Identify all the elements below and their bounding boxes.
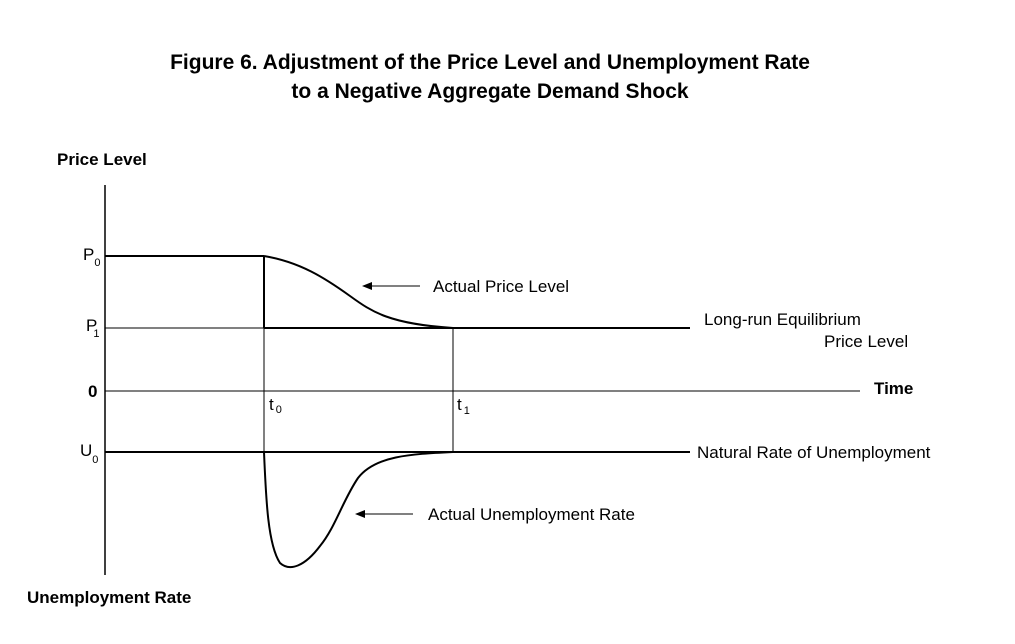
title-line-1: Figure 6. Adjustment of the Price Level … [170, 51, 810, 74]
actual-unemployment-label: Actual Unemployment Rate [428, 505, 635, 524]
price-level-arrowhead [362, 282, 372, 290]
long-run-equilibrium-label-line-1: Long-run Equilibrium [704, 310, 861, 329]
figure-title: Figure 6. Adjustment of the Price Level … [0, 48, 980, 106]
actual-unemployment-curve [263, 451, 454, 568]
unemployment-rate-axis-label: Unemployment Rate [27, 588, 191, 607]
title-line-2: to a Negative Aggregate Demand Shock [291, 80, 689, 103]
p1-tick-label: P1 [86, 316, 99, 340]
u0-tick-label: U0 [80, 441, 98, 466]
actual-price-level-curve [263, 255, 454, 329]
time-axis-label: Time [874, 379, 913, 398]
p0-tick-label: P0 [83, 245, 100, 269]
zero-label: 0 [88, 382, 97, 401]
actual-price-level-label: Actual Price Level [433, 277, 569, 296]
unemployment-arrowhead [355, 510, 365, 518]
natural-rate-label: Natural Rate of Unemployment [697, 443, 931, 462]
price-level-axis-label: Price Level [57, 150, 147, 169]
long-run-equilibrium-label-line-2: Price Level [824, 332, 908, 351]
